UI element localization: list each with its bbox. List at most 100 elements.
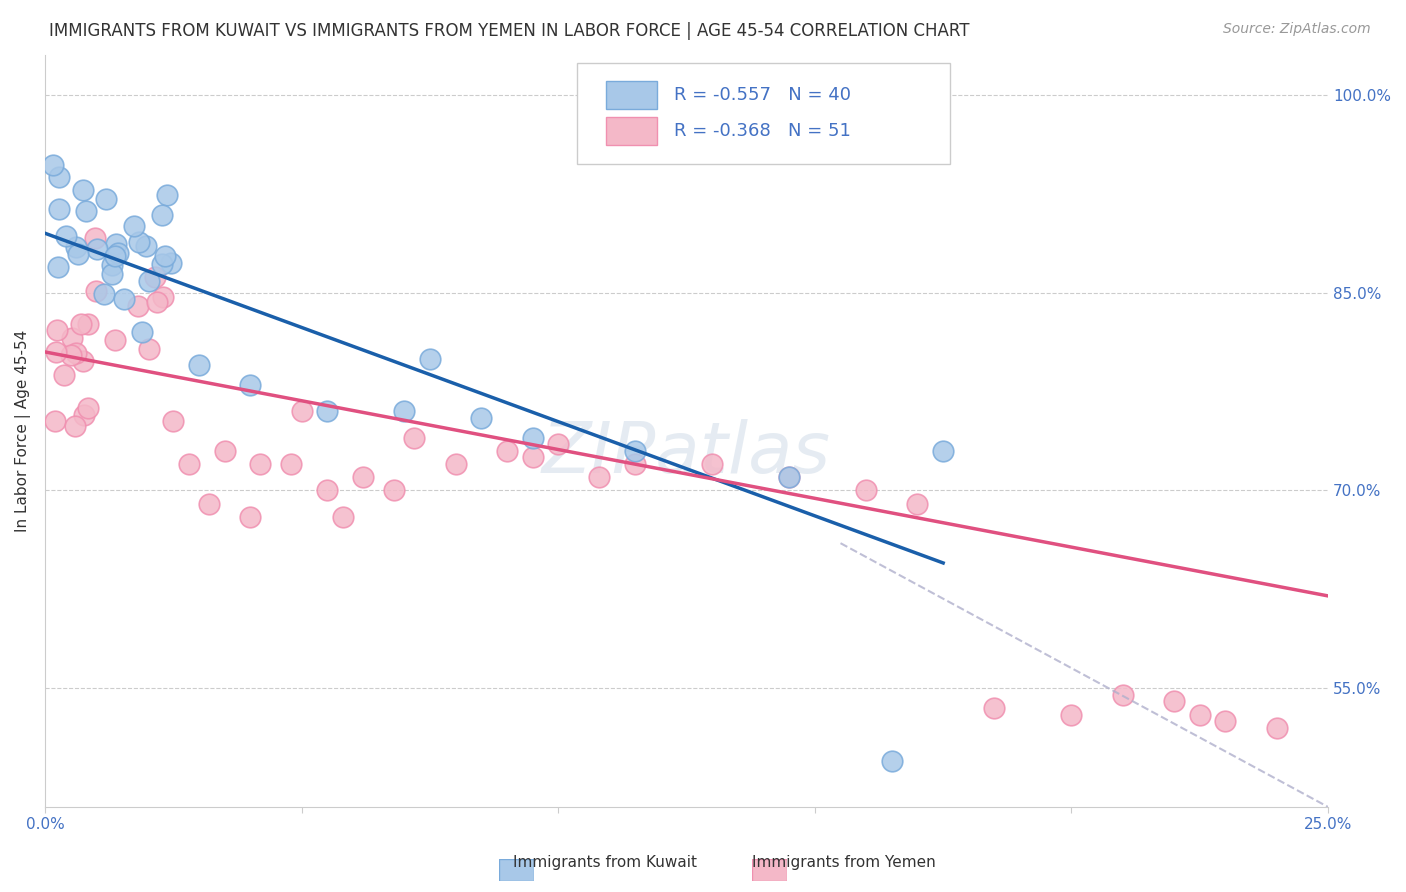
Point [48,170,70,185]
Point [104,333,127,347]
Point [1112,688,1135,702]
Text: R = -0.368   N = 51: R = -0.368 N = 51 [673,122,851,140]
Point [44,414,66,428]
Point [382,483,405,498]
Point [624,457,647,471]
Point [65,240,87,254]
Point [404,431,426,445]
Point [131,325,153,339]
Point [495,443,517,458]
Point [290,404,312,418]
Point [316,483,339,498]
Point [94,192,117,206]
Point [138,274,160,288]
Point [907,497,929,511]
Point [72,353,94,368]
Point [880,754,903,768]
Text: IMMIGRANTS FROM KUWAIT VS IMMIGRANTS FROM YEMEN IN LABOR FORCE | AGE 45-54 CORRE: IMMIGRANTS FROM KUWAIT VS IMMIGRANTS FRO… [49,22,970,40]
Point [135,239,157,253]
Point [152,290,174,304]
Point [198,497,221,511]
Point [352,470,374,484]
Point [932,443,955,458]
Point [588,470,610,484]
Point [332,509,354,524]
Point [60,331,83,345]
Point [1265,721,1288,735]
Point [138,342,160,356]
Point [52,368,75,382]
Point [547,437,569,451]
Point [59,348,82,362]
Point [522,431,544,445]
Point [100,258,122,272]
Point [45,345,67,359]
Point [159,256,181,270]
Point [76,317,98,331]
Point [177,457,200,471]
Point [470,410,492,425]
Point [855,483,877,498]
Point [280,457,302,471]
Point [112,292,135,306]
Point [69,317,91,331]
Point [1215,714,1237,729]
FancyBboxPatch shape [578,62,949,164]
Point [145,295,167,310]
Point [983,701,1005,715]
Point [143,270,166,285]
Point [156,188,179,202]
Point [187,358,209,372]
Point [100,267,122,281]
Point [103,248,125,262]
Text: Immigrants from Yemen: Immigrants from Yemen [752,855,935,870]
Point [1188,707,1211,722]
Point [75,203,97,218]
Text: Source: ZipAtlas.com: Source: ZipAtlas.com [1223,22,1371,37]
Point [316,404,339,418]
Point [122,219,145,234]
Point [46,260,69,274]
Point [72,183,94,197]
Point [150,208,173,222]
Point [1163,694,1185,708]
Point [45,323,67,337]
Point [522,450,544,465]
Point [392,404,415,418]
Point [702,457,724,471]
Y-axis label: In Labor Force | Age 45-54: In Labor Force | Age 45-54 [15,330,31,533]
Point [128,235,150,249]
Point [86,242,108,256]
Point [624,443,647,458]
Point [239,509,262,524]
Text: ZIPatlas: ZIPatlas [543,419,831,488]
Point [778,470,800,484]
Point [1060,707,1083,722]
Point [73,408,96,422]
Point [162,414,184,428]
Point [83,231,105,245]
Point [67,247,90,261]
Point [76,401,98,415]
Point [105,237,128,252]
Point [107,246,129,260]
FancyBboxPatch shape [606,80,657,110]
Point [127,299,149,313]
Point [93,287,115,301]
Point [419,351,441,366]
Point [65,345,87,359]
Point [63,418,86,433]
Text: R = -0.557   N = 40: R = -0.557 N = 40 [673,86,851,104]
Point [778,470,800,484]
Point [239,377,262,392]
Point [249,457,271,471]
FancyBboxPatch shape [606,117,657,145]
Point [150,257,173,271]
Text: Immigrants from Kuwait: Immigrants from Kuwait [513,855,696,870]
Point [84,284,107,298]
Point [153,249,176,263]
Point [48,202,70,216]
Point [444,457,467,471]
Point [42,158,65,172]
Point [214,443,236,458]
